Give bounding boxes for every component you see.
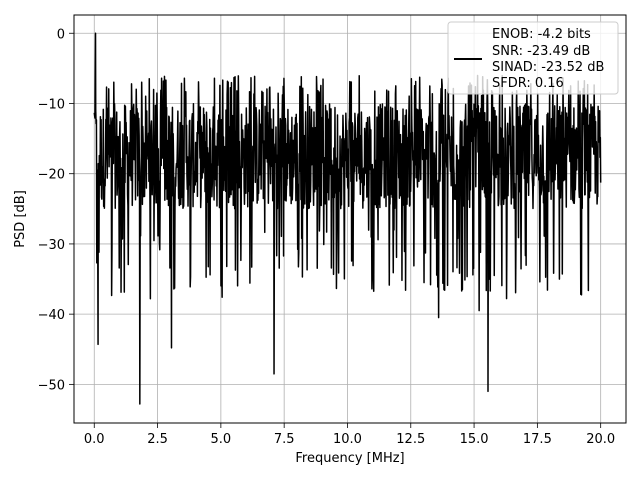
y-tick-label: −20 bbox=[38, 168, 65, 183]
x-tick-label: 12.5 bbox=[396, 432, 425, 447]
x-tick-label: 5.0 bbox=[211, 432, 232, 447]
legend-sinad: SINAD: -23.52 dB bbox=[492, 60, 604, 75]
y-tick-label: −10 bbox=[38, 97, 65, 112]
y-tick-label: 0 bbox=[57, 27, 65, 42]
psd-series-line bbox=[93, 32, 602, 405]
legend-snr: SNR: -23.49 dB bbox=[492, 44, 590, 59]
x-tick-label: 7.5 bbox=[274, 432, 295, 447]
x-tick-label: 15.0 bbox=[460, 432, 489, 447]
x-tick-label: 10.0 bbox=[333, 432, 362, 447]
y-tick-label: −30 bbox=[38, 238, 65, 253]
legend: ENOB: -4.2 bits SNR: -23.49 dB SINAD: -2… bbox=[447, 21, 619, 95]
x-tick-label: 17.5 bbox=[523, 432, 552, 447]
y-axis-ticks: 0 −10 −20 −30 −40 −50 bbox=[38, 27, 74, 393]
y-tick-label: −50 bbox=[38, 378, 65, 393]
plot-area bbox=[93, 32, 602, 405]
x-axis-label: Frequency [MHz] bbox=[295, 451, 404, 466]
y-axis-label: PSD [dB] bbox=[13, 190, 28, 248]
x-tick-label: 2.5 bbox=[147, 432, 168, 447]
axes-frame bbox=[73, 14, 627, 424]
legend-sfdr: SFDR: 0.16 bbox=[492, 76, 564, 91]
legend-enob: ENOB: -4.2 bits bbox=[492, 27, 591, 42]
x-tick-label: 0.0 bbox=[84, 432, 105, 447]
y-tick-label: −40 bbox=[38, 308, 65, 323]
x-axis-ticks: 0.0 2.5 5.0 7.5 10.0 12.5 15.0 17.5 20.0 bbox=[84, 423, 615, 447]
x-tick-label: 20.0 bbox=[586, 432, 615, 447]
legend-box bbox=[447, 21, 619, 95]
